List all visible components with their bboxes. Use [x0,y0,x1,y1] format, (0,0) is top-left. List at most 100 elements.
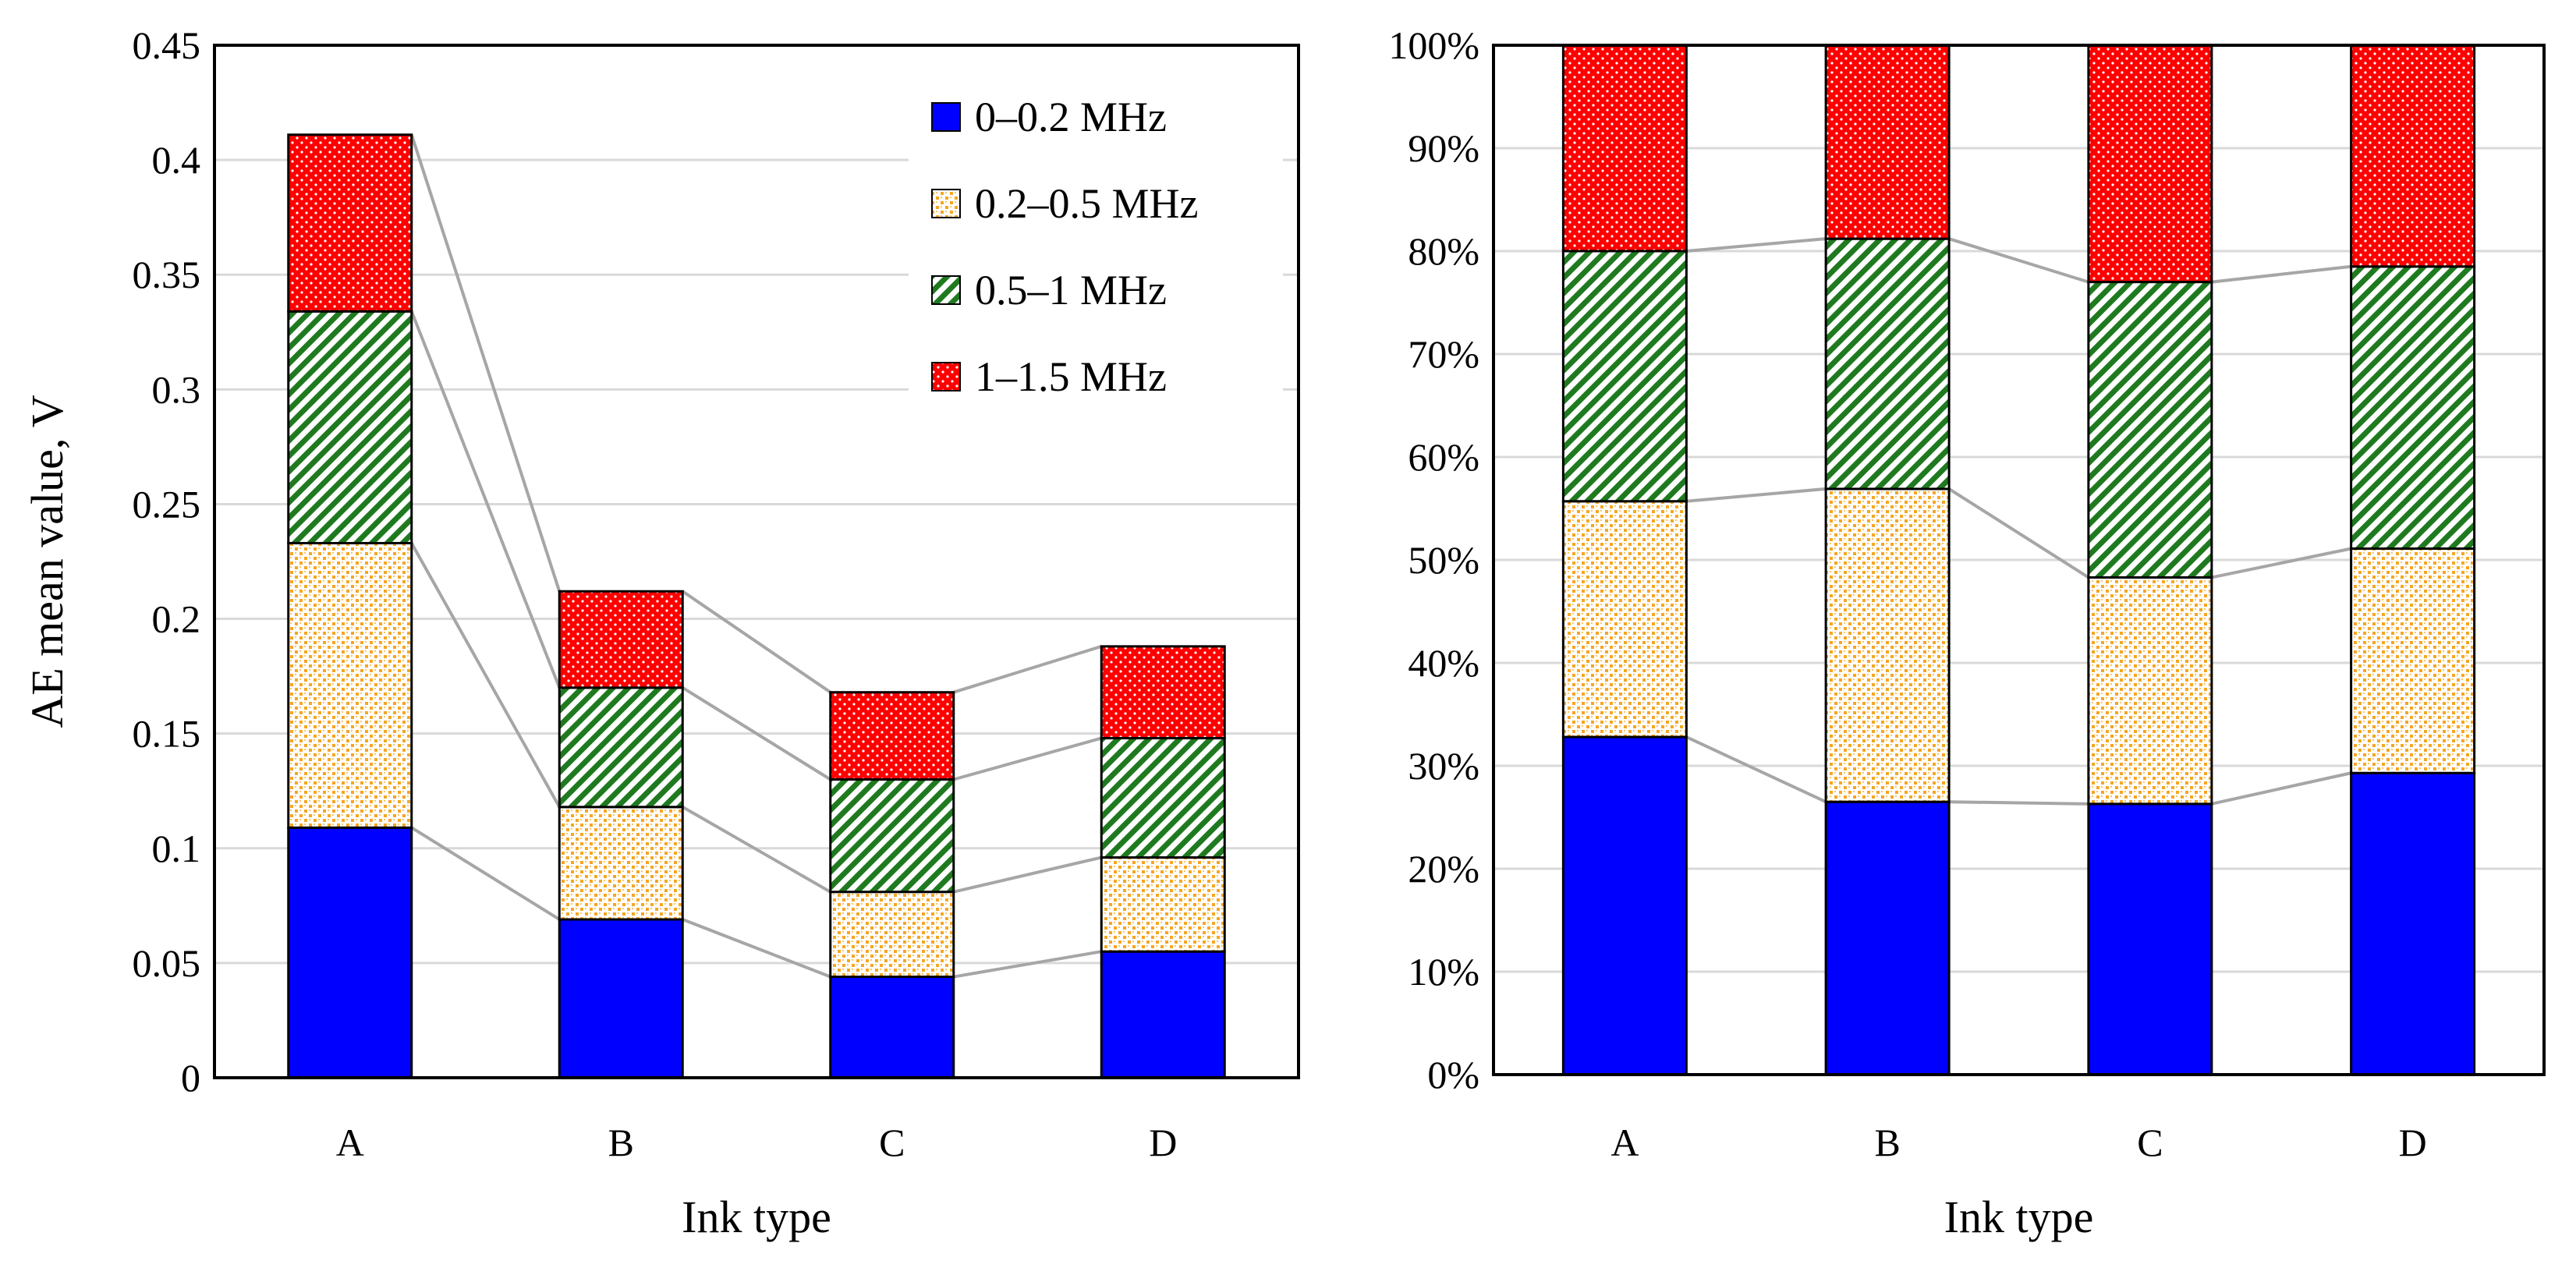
right-bar-0-2-0-5-MHz-A [1561,500,1688,739]
left-bar-1-1-5-MHz-C [829,691,955,781]
right-bar-0-0-2-MHz-A [1561,735,1688,1076]
legend-item-2: 0.5–1 MHz [931,267,1167,313]
legend-label-1: 0.2–0.5 MHz [975,180,1198,227]
right-connector-line [2211,771,2352,806]
left-bar-0-2-0-5-MHz-B [558,806,684,921]
left-bar-0-0-2-MHz-D [1100,950,1226,1079]
right-bar-0-2-0-5-MHz-C [2087,576,2213,806]
left-bar-0-5-1-MHz-B [558,686,684,809]
right-connector-line [1686,487,1827,503]
right-y-tick-label: 40% [1408,641,1479,685]
left-x-tick-label: B [608,1121,634,1164]
left-y-tick-label: 0.05 [133,941,201,985]
left-connector-line [682,686,831,781]
left-y-tick-labels: 0 0.05 0.1 0.15 0.2 0.25 0.3 0.35 0.4 0.45 [133,23,201,1100]
left-chart: 0 0.05 0.1 0.15 0.2 0.25 0.3 0.35 0.4 0.45 A B C D I… [22,23,1300,1242]
left-y-tick-label: 0.35 [133,253,201,296]
right-bar-0-5-1-MHz-A [1561,250,1688,503]
right-bars [1561,44,2476,1076]
left-bar-1-1-5-MHz-B [558,590,684,689]
left-bar-0-2-0-5-MHz-C [829,891,955,979]
legend-item-0: 0–0.2 MHz [931,94,1167,140]
left-bar-0-0-2-MHz-A [287,826,413,1079]
right-plot-frame [1492,44,2546,1076]
right-y-tick-label: 50% [1408,538,1479,582]
right-connector-line [2211,264,2351,284]
right-y-tick-label: 30% [1408,744,1479,788]
left-connector-line [953,644,1102,694]
right-y-tick-label: 60% [1408,435,1479,479]
left-bar-0-2-0-5-MHz-D [1100,856,1226,953]
right-bar-0-5-1-MHz-B [1824,237,1951,491]
left-x-axis-title: Ink type [682,1192,831,1242]
left-bar-0-5-1-MHz-D [1100,737,1226,859]
left-x-tick-labels: A B C D [336,1121,1178,1164]
left-bar-1-1-5-MHz-A [287,133,413,313]
left-connector-line [953,736,1102,781]
left-connector-line [409,134,562,592]
right-connector-line [1686,237,1827,253]
left-y-tick-label: 0.15 [133,712,201,756]
legend-label-0: 0–0.2 MHz [975,94,1167,140]
left-connector-line [682,806,831,894]
right-connector-line [1949,800,2089,806]
left-y-tick-label: 0.3 [152,367,201,411]
left-connector-line [410,826,561,921]
right-y-tick-label: 90% [1408,126,1479,170]
right-bar-0-0-2-MHz-D [2350,771,2476,1076]
left-y-tick-label: 0.25 [133,482,201,526]
right-x-axis-title: Ink type [1944,1192,2094,1242]
right-y-tick-label: 70% [1408,332,1479,376]
right-x-tick-label: B [1874,1121,1900,1164]
right-y-tick-label: 80% [1408,229,1479,273]
left-bar-0-0-2-MHz-C [829,976,955,1079]
right-y-tick-label: 10% [1408,950,1479,994]
right-y-tick-labels: 0% 10% 20% 30% 40% 50% 60% 70% 80% 90% 100% [1388,23,1479,1096]
left-y-tick-label: 0.1 [152,827,201,870]
legend-label-2: 0.5–1 MHz [975,267,1167,313]
legend-item-1: 0.2–0.5 MHz [931,180,1198,227]
left-connector-line [953,950,1102,979]
right-x-tick-labels: A B C D [1610,1121,2426,1164]
right-bar-1-1-5-MHz-A [1561,44,1688,253]
legend-background [909,86,1283,413]
left-connector-line [682,918,831,979]
left-y-axis-title: AE mean value, V [22,395,73,728]
right-y-tick-label: 100% [1388,23,1479,67]
left-bar-0-0-2-MHz-B [558,918,684,1079]
left-bar-1-1-5-MHz-D [1100,645,1226,740]
right-bar-0-2-0-5-MHz-D [2350,547,2476,774]
legend: 0–0.2 MHz 0.2–0.5 MHz 0.5–1 MHz 1–1.5 MH… [909,86,1283,413]
legend-swatch-3 [931,362,961,391]
left-y-tick-label: 0 [181,1056,200,1100]
right-x-tick-label: C [2137,1121,2163,1164]
legend-swatch-0 [931,102,961,132]
right-connector-line [1948,237,2089,284]
left-x-tick-label: A [336,1121,364,1164]
legend-swatch-2 [931,275,961,305]
left-bar-0-5-1-MHz-A [287,310,413,544]
right-bar-0-5-1-MHz-D [2350,265,2476,550]
right-bar-0-2-0-5-MHz-B [1824,487,1951,803]
right-connector-line [2211,547,2352,579]
left-connector-line [410,542,561,808]
right-y-tick-label: 0% [1427,1053,1479,1096]
right-bar-0-0-2-MHz-C [2087,802,2213,1076]
right-bar-0-0-2-MHz-B [1824,800,1951,1076]
left-y-tick-label: 0.2 [152,597,201,641]
right-x-tick-label: A [1610,1121,1639,1164]
right-y-tick-label: 20% [1408,847,1479,891]
right-x-tick-label: D [2399,1121,2427,1164]
left-connector-line [953,855,1102,894]
left-y-tick-label: 0.4 [152,138,201,182]
left-bar-0-2-0-5-MHz-A [287,541,413,829]
legend-label-3: 1–1.5 MHz [975,353,1167,400]
right-bar-1-1-5-MHz-C [2087,44,2213,284]
left-connector-lines [409,134,1102,979]
left-bars [287,133,1226,1079]
legend-item-3: 1–1.5 MHz [931,353,1167,400]
left-connector-line [409,310,562,689]
left-x-tick-label: C [879,1121,905,1164]
legend-swatch-1 [931,189,961,218]
